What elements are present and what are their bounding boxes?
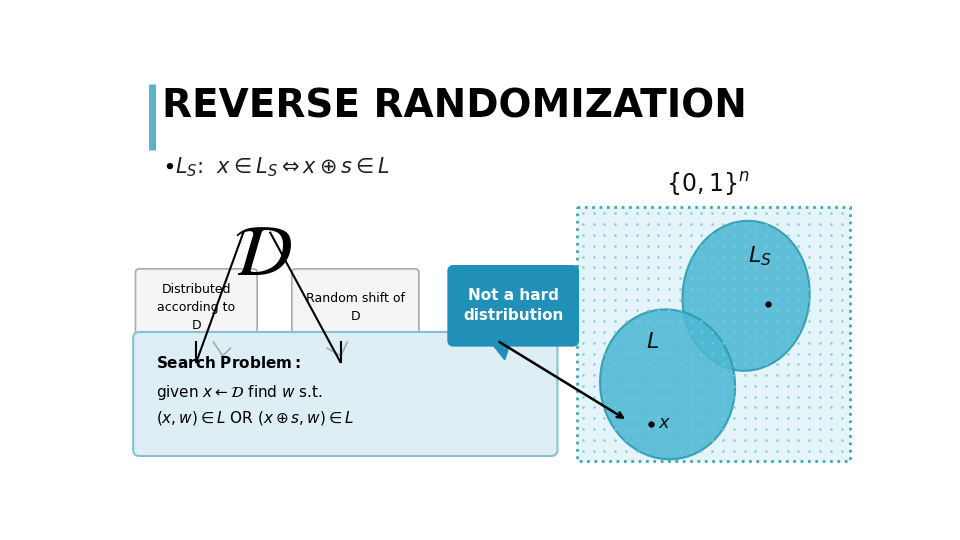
FancyBboxPatch shape: [447, 265, 579, 347]
Text: Random shift of
D: Random shift of D: [306, 292, 405, 323]
Text: Distributed
according to
D: Distributed according to D: [157, 283, 235, 332]
FancyBboxPatch shape: [577, 207, 850, 461]
Polygon shape: [327, 342, 348, 356]
Text: $L$: $L$: [646, 332, 659, 352]
Text: given $x \leftarrow \mathcal{D}$ find $w$ s.t.: given $x \leftarrow \mathcal{D}$ find $w…: [156, 383, 324, 402]
FancyBboxPatch shape: [292, 269, 419, 346]
Text: $\mathbf{Search\ Problem:}$: $\mathbf{Search\ Problem:}$: [156, 355, 301, 371]
Polygon shape: [490, 340, 511, 360]
Text: $\bullet$: $\bullet$: [162, 156, 175, 176]
Text: $L_S$: $L_S$: [748, 244, 772, 267]
Text: $(x, w) \in L$ OR $(x \oplus s, w) \in L$: $(x, w) \in L$ OR $(x \oplus s, w) \in L…: [156, 409, 354, 427]
Text: $x$: $x$: [659, 414, 672, 432]
FancyBboxPatch shape: [135, 269, 257, 346]
Text: $\{0,1\}^n$: $\{0,1\}^n$: [666, 170, 750, 198]
Text: REVERSE RANDOMIZATION: REVERSE RANDOMIZATION: [162, 88, 747, 126]
Text: Not a hard
distribution: Not a hard distribution: [463, 288, 564, 323]
Ellipse shape: [683, 221, 809, 371]
Ellipse shape: [600, 309, 735, 460]
Text: $\mathcal{D}$: $\mathcal{D}$: [233, 221, 292, 291]
Text: $L_S$:  $x \in L_S \Leftrightarrow x \oplus s \in L$: $L_S$: $x \in L_S \Leftrightarrow x \opl…: [175, 156, 390, 179]
Polygon shape: [213, 342, 230, 356]
FancyBboxPatch shape: [133, 332, 558, 456]
